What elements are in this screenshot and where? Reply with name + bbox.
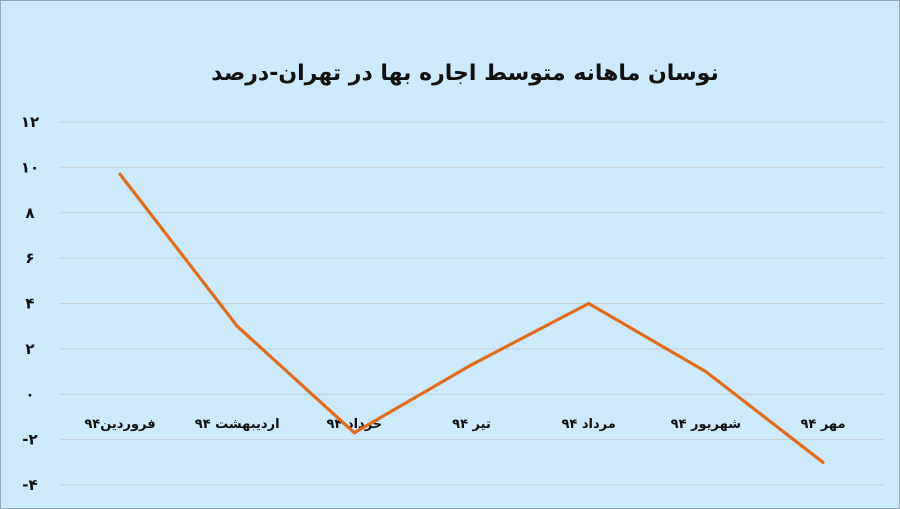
x-tick-label: اردیبهشت ۹۴ — [195, 417, 280, 432]
y-tick-label: ۲ — [25, 340, 34, 358]
y-tick-label: -۴ — [22, 476, 37, 494]
y-tick-label: ۸ — [25, 204, 34, 222]
x-tick-label: شهریور ۹۴ — [671, 417, 741, 432]
gridlines — [60, 121, 884, 486]
x-tick-label: خرداد ۹۴ — [327, 417, 383, 432]
x-tick-label: مرداد ۹۴ — [561, 417, 615, 432]
y-tick-label: ۴ — [25, 295, 34, 313]
y-tick-label: ۱۲ — [21, 113, 39, 131]
y-axis-tick-labels: ۱۲ ۱۰ ۸ ۶ ۴ ۲ ۰ -۲ -۴ — [21, 113, 39, 494]
chart-title: نوسان ماهانه متوسط اجاره بها در تهران-در… — [211, 61, 718, 86]
x-axis-tick-labels: فروردین۹۴ اردیبهشت ۹۴ خرداد ۹۴ تیر ۹۴ مرداد … — [84, 417, 845, 432]
x-tick-label: مهر ۹۴ — [800, 417, 845, 432]
series-layer — [118, 172, 825, 464]
y-tick-label: ۰ — [25, 385, 34, 403]
x-tick-label: فروردین۹۴ — [84, 417, 155, 432]
series-line — [118, 172, 825, 464]
y-tick-label: ۶ — [25, 249, 34, 267]
x-tick-label: تیر ۹۴ — [452, 417, 491, 432]
y-tick-label: -۲ — [22, 431, 37, 449]
y-tick-label: ۱۰ — [21, 158, 39, 176]
